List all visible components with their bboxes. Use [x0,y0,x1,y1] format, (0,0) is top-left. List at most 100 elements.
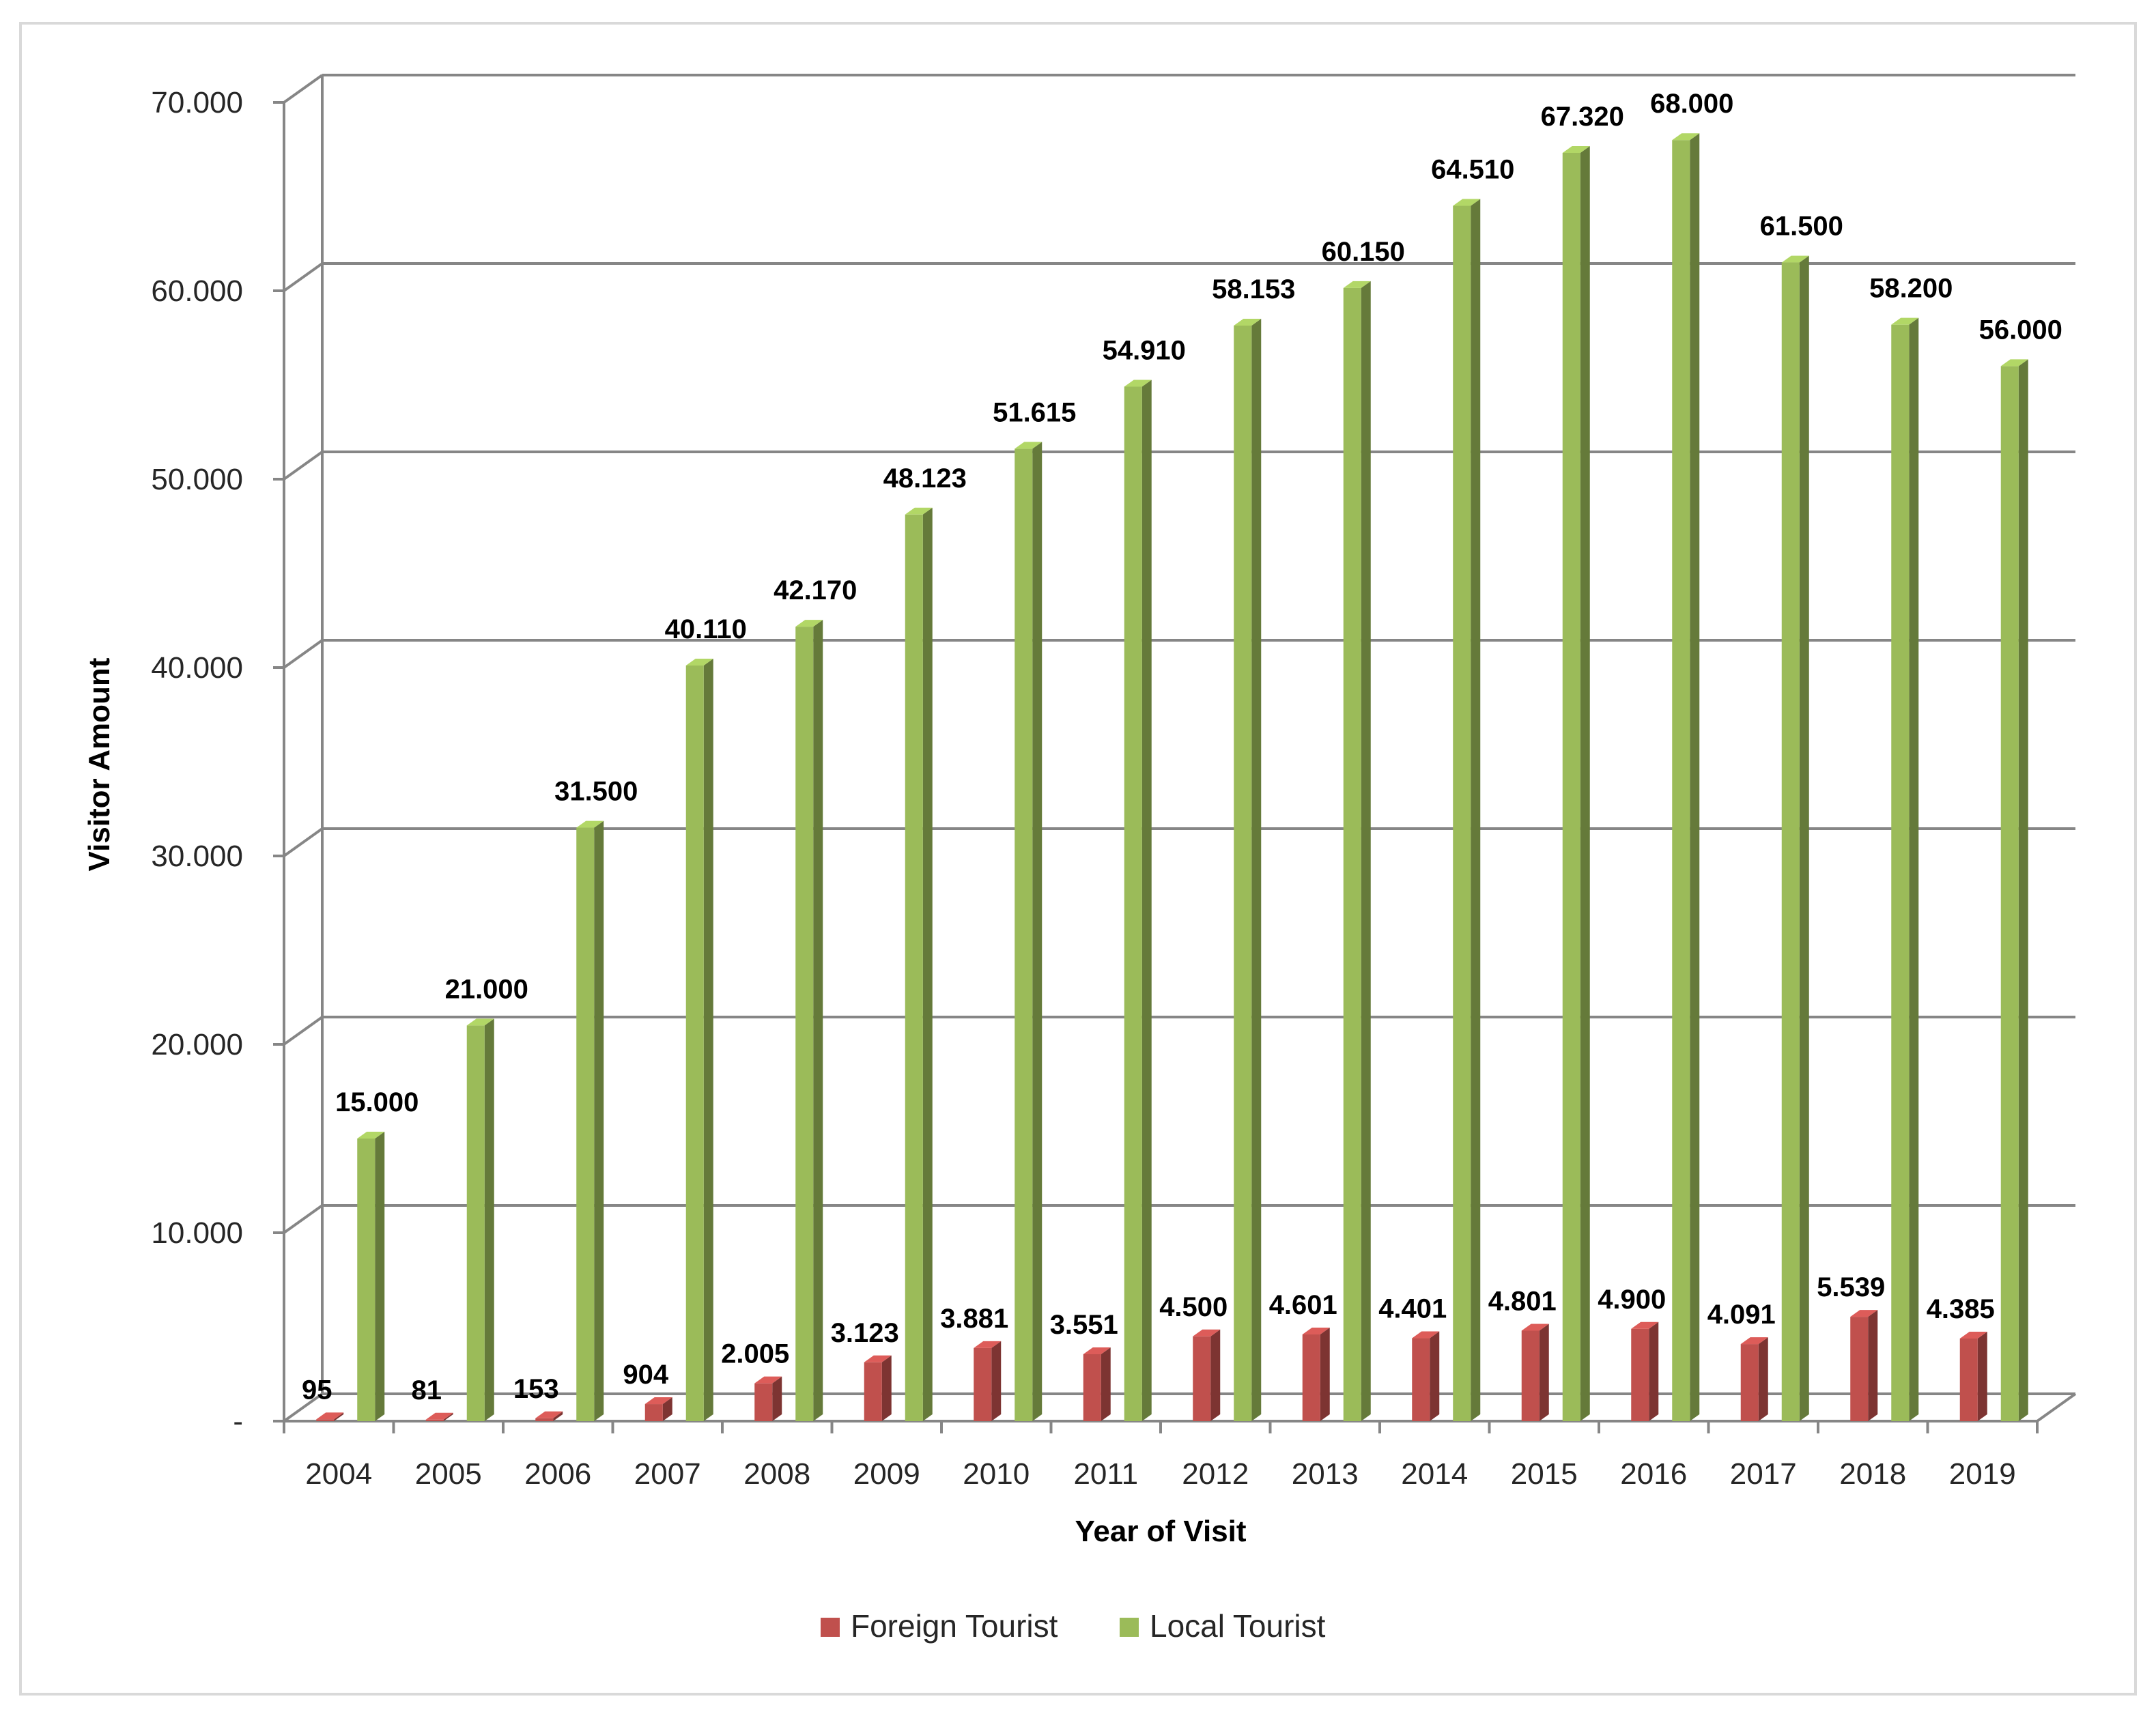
bar-side [553,1411,563,1421]
bar-front [1959,1338,1978,1421]
local-tourist-bar-2014 [1453,199,1481,1422]
foreign-data-label-2007: 904 [623,1360,668,1390]
local-tourist-bar-2019 [2000,359,2028,1421]
bar-front [1412,1338,1430,1421]
local-tourist-bar-2018 [1891,317,1919,1422]
y-tick-label: 60.000 [151,274,243,308]
legend-label: Local Tourist [1150,1608,1326,1644]
local-tourist-bar-2009 [905,507,933,1421]
bar-side [1909,317,1919,1422]
y-axis-title: Visitor Amount [83,657,116,871]
floor-edge [2036,1392,2077,1422]
bar-top [1740,1337,1768,1345]
local-data-label-2018: 58.200 [1869,274,1953,304]
bar-front [1343,287,1361,1421]
local-tourist-bar-2017 [1781,255,1809,1422]
bar-top [905,507,933,515]
bar-front [754,1383,773,1421]
bar-top [425,1412,453,1420]
foreign-data-label-2009: 3.123 [831,1318,899,1348]
bar-front [795,627,814,1422]
bar-front [1521,1330,1540,1421]
x-tick-label: 2009 [853,1457,920,1491]
tick-labels: - 10.000 20.000 30.000 40.000 50.000 60.000 70.… [151,86,2015,1491]
bar-front [316,1419,335,1421]
bar-side [1361,281,1371,1421]
foreign-data-label-2014: 4.401 [1378,1294,1447,1324]
bar-front [357,1139,375,1421]
local-data-label-2006: 31.500 [554,777,638,807]
foreign-tourist-bar-2009 [864,1355,892,1421]
bar-side [1977,1331,1987,1421]
y-tick-label: 30.000 [151,840,243,873]
bar-side [1799,255,1809,1422]
foreign-data-label-2013: 4.601 [1269,1290,1337,1320]
x-tick-label: 2011 [1073,1457,1138,1491]
foreign-data-label-2015: 4.801 [1488,1286,1557,1316]
y-tick-label: 70.000 [151,86,243,119]
gridline-depth [283,827,324,857]
foreign-tourist-bar-2014 [1412,1331,1440,1421]
bar-top [1234,318,1262,326]
foreign-tourist-bar-2008 [754,1376,782,1421]
bar-side [334,1412,344,1421]
local-tourist-bar-2008 [795,620,823,1422]
foreign-tourist-bar-2015 [1521,1324,1549,1421]
bar-front [1302,1334,1320,1421]
x-tick-label: 2004 [305,1457,372,1491]
y-tick-label: 20.000 [151,1028,243,1061]
bar-top [1193,1329,1221,1336]
gridline-depth [283,1392,324,1422]
bars [316,133,2028,1422]
foreign-data-label-2019: 4.385 [1927,1294,1995,1324]
bar-top [535,1411,563,1418]
foreign-tourist-bar-2013 [1302,1328,1330,1421]
bar-top [2000,359,2028,367]
gridline-depth [283,451,324,481]
legend-swatch [821,1618,840,1637]
bar-side [922,507,933,1421]
bar-front [1193,1336,1211,1421]
local-data-label-2015: 67.320 [1541,102,1624,132]
local-tourist-bar-2016 [1672,133,1700,1422]
data-labels: 95 15.000 81 21.000 153 31.500 904 40.110 2.005 4… [302,89,2062,1405]
bar-front [1453,205,1471,1422]
bar-side [1690,133,1700,1422]
local-data-label-2007: 40.110 [665,614,747,644]
foreign-tourist-bar-2004 [316,1412,344,1421]
bar-front [1562,152,1580,1421]
bar-top [1302,1328,1330,1335]
foreign-tourist-bar-2007 [644,1397,672,1421]
bar-side [813,620,823,1422]
local-tourist-bar-2010 [1015,442,1042,1421]
foreign-data-label-2005: 81 [412,1375,442,1405]
foreign-data-label-2016: 4.900 [1598,1285,1666,1315]
bar-top [644,1397,672,1405]
bar-side [1539,1324,1549,1421]
x-tick-label: 2018 [1839,1457,1906,1491]
bar-top [1850,1310,1878,1317]
bar-front [1015,448,1033,1421]
local-tourist-bar-2012 [1234,318,1262,1422]
x-tick-label: 2015 [1511,1457,1578,1491]
bar-side [443,1412,453,1421]
local-data-label-2019: 56.000 [1979,315,2062,345]
foreign-data-label-2011: 3.551 [1050,1310,1118,1340]
bar-side [1868,1310,1878,1421]
x-tick-label: 2019 [1949,1457,2016,1491]
bar-top [1891,317,1919,325]
bar-front [1672,140,1690,1422]
local-data-label-2005: 21.000 [445,974,528,1004]
bar-top [357,1132,385,1139]
y-tick-label: 50.000 [151,463,243,496]
bar-front [644,1404,663,1421]
local-data-label-2014: 64.510 [1431,155,1514,185]
bar-side [1758,1337,1768,1421]
bar-side [1649,1321,1659,1421]
legend-item-foreign: Foreign Tourist [821,1608,1058,1644]
bar-front [1891,324,1910,1422]
bar-top [1343,281,1371,288]
bar-side [1320,1328,1330,1421]
bar-front [535,1418,554,1421]
